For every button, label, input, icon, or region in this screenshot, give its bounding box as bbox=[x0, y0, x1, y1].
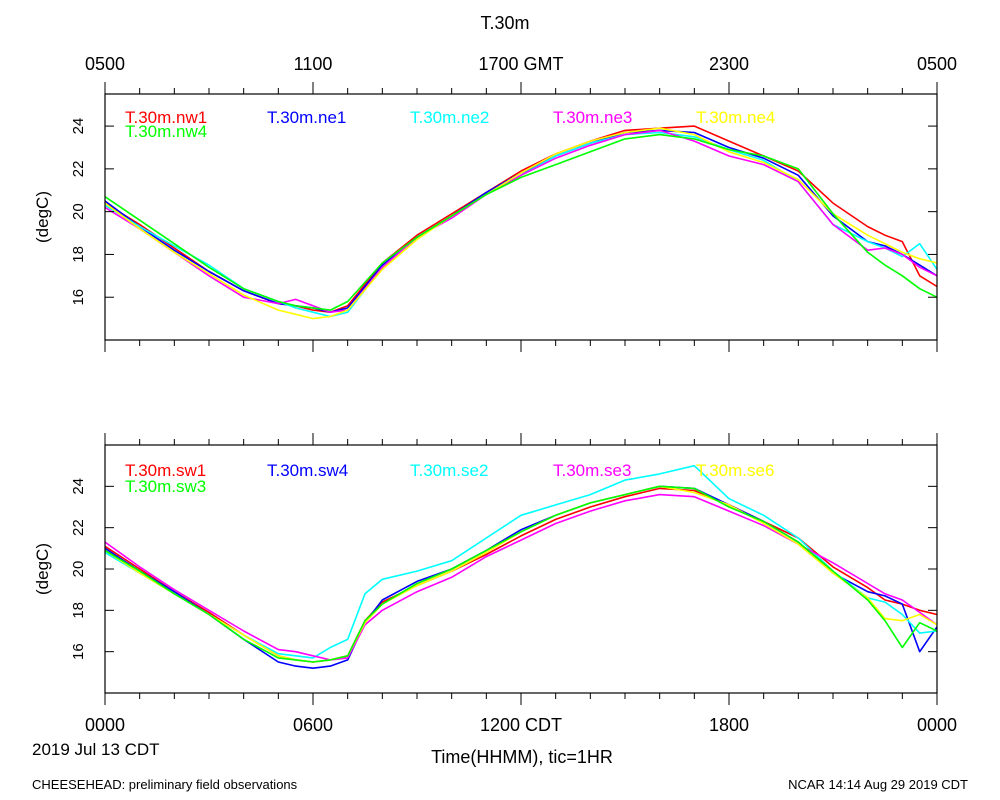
series-line-T.30m.sw3 bbox=[104, 485, 938, 663]
series-line-T.30m.se6 bbox=[104, 485, 938, 663]
y-tick-label: 24 bbox=[70, 478, 87, 495]
series-line-T.30m.nw4 bbox=[104, 133, 938, 311]
series-line-T.30m.ne4 bbox=[104, 127, 938, 320]
x-tick-label: 0500 bbox=[85, 54, 125, 74]
y-axis-label: (degC) bbox=[33, 543, 52, 595]
x-axis-label: Time(HHMM), tic=1HR bbox=[431, 747, 613, 767]
x-tick-label: 1100 bbox=[294, 54, 333, 74]
y-tick-label: 20 bbox=[70, 561, 87, 578]
y-tick-label: 22 bbox=[70, 161, 87, 178]
legend-entry-T.30m.ne3: T.30m.ne3 bbox=[553, 108, 632, 127]
legend-entry-T.30m.sw1: T.30m.sw1 bbox=[125, 461, 206, 480]
legend-entry-T.30m.sw4: T.30m.sw4 bbox=[267, 461, 348, 480]
legend-entry-T.30m.sw3: T.30m.sw3 bbox=[125, 477, 206, 496]
legend-entry-T.30m.ne4: T.30m.ne4 bbox=[696, 108, 775, 127]
legend-entry-T.30m.se6: T.30m.se6 bbox=[696, 461, 774, 480]
series-line-T.30m.ne1 bbox=[104, 129, 938, 314]
legend-entry-T.30m.ne2: T.30m.ne2 bbox=[410, 108, 489, 127]
x-tick-label: 0000 bbox=[917, 715, 957, 735]
legend-entry-T.30m.se2: T.30m.se2 bbox=[410, 461, 488, 480]
y-tick-label: 24 bbox=[70, 118, 87, 135]
legend-entry-T.30m.nw4: T.30m.nw4 bbox=[125, 122, 207, 141]
footer-right: NCAR 14:14 Aug 29 2019 CDT bbox=[788, 777, 968, 792]
y-tick-label: 16 bbox=[70, 289, 87, 306]
footer-left: CHEESEHEAD: preliminary field observatio… bbox=[32, 777, 298, 792]
series-line-T.30m.sw4 bbox=[104, 485, 938, 670]
y-tick-label: 20 bbox=[70, 203, 87, 220]
x-tick-label: 0500 bbox=[917, 54, 957, 74]
plot-frame bbox=[104, 93, 938, 341]
plot-frame bbox=[104, 444, 938, 694]
y-tick-label: 22 bbox=[70, 519, 87, 536]
x-tick-label: 1200 CDT bbox=[480, 715, 562, 735]
legend-entry-T.30m.se3: T.30m.se3 bbox=[553, 461, 631, 480]
series-line-T.30m.ne3 bbox=[104, 129, 938, 314]
x-tick-label: 2300 bbox=[709, 54, 749, 74]
y-axis-label: (degC) bbox=[33, 191, 52, 243]
x-tick-label: 0000 bbox=[85, 715, 125, 735]
y-tick-label: 16 bbox=[70, 643, 87, 660]
series-line-T.30m.se3 bbox=[104, 493, 938, 661]
top-panel: 16 18 20 22 24 (degC) 0500 1100 1700 GMT 2300 0500… bbox=[33, 54, 957, 352]
x-tick-label: 0600 bbox=[293, 715, 333, 735]
y-tick-label: 18 bbox=[70, 246, 87, 263]
legend-entry-T.30m.ne1: T.30m.ne1 bbox=[267, 108, 346, 127]
bottom-panel: 16 18 20 22 24 (degC) 0000 0600 1200 CDT 1800 0000… bbox=[33, 433, 957, 735]
legend-entry-T.30m.nw1: T.30m.nw1 bbox=[125, 108, 207, 127]
y-tick-label: 18 bbox=[70, 602, 87, 619]
x-tick-label: 1800 bbox=[709, 715, 749, 735]
x-tick-label: 1700 GMT bbox=[478, 54, 563, 74]
series-line-T.30m.sw1 bbox=[104, 487, 938, 663]
figure-title: T.30m bbox=[480, 13, 529, 33]
series-line-T.30m.nw1 bbox=[104, 125, 938, 314]
date-label: 2019 Jul 13 CDT bbox=[32, 740, 160, 759]
